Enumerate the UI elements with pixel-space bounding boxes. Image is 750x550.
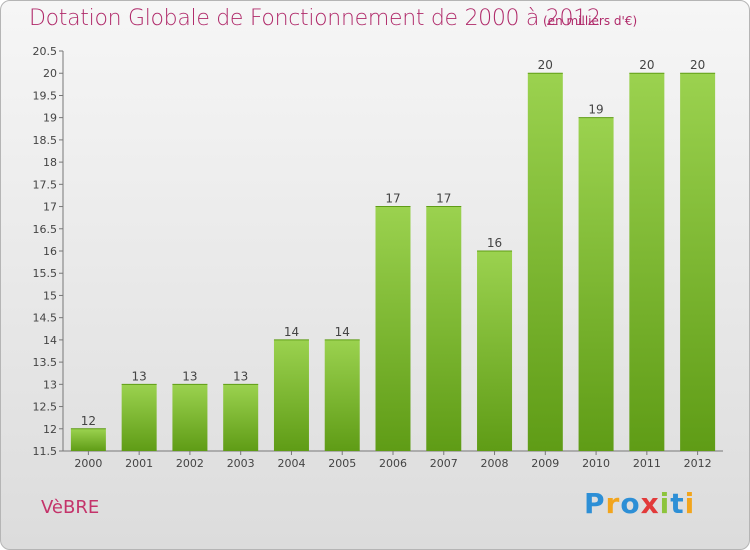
y-tick-label: 18 [43, 156, 57, 169]
x-tick-label: 2002 [176, 457, 204, 470]
y-tick-label: 20.5 [33, 45, 58, 58]
x-tick-label: 2004 [277, 457, 305, 470]
x-tick-label: 2007 [430, 457, 458, 470]
y-tick-label: 19 [43, 112, 57, 125]
y-tick-label: 18.5 [33, 134, 58, 147]
y-tick-label: 15.5 [33, 267, 58, 280]
x-tick-label: 2000 [74, 457, 102, 470]
chart-title: Dotation Globale de Fonctionnement de 20… [29, 6, 601, 31]
y-tick-label: 17.5 [33, 178, 58, 191]
commune-name: VèBRE [41, 497, 100, 518]
x-tick-label: 2003 [227, 457, 255, 470]
bar-value-label: 13 [182, 369, 197, 383]
x-tick-label: 2009 [531, 457, 559, 470]
bar-2005 [324, 339, 360, 451]
y-tick-label: 13 [43, 378, 57, 391]
x-tick-label: 2001 [125, 457, 153, 470]
bar-2012 [680, 73, 716, 451]
bar-2000 [70, 428, 106, 451]
y-tick-label: 13.5 [33, 356, 58, 369]
bar-value-label: 16 [487, 236, 502, 250]
y-tick-label: 11.5 [33, 445, 58, 458]
y-tick-label: 16.5 [33, 223, 58, 236]
x-tick-label: 2006 [379, 457, 407, 470]
bar-value-label: 13 [132, 369, 147, 383]
y-tick-label: 14.5 [33, 312, 58, 325]
bar-value-label: 14 [284, 325, 299, 339]
bar-value-label: 17 [436, 192, 451, 206]
bar-2001 [121, 384, 157, 451]
bar-2003 [223, 384, 259, 451]
bar-2004 [273, 339, 309, 451]
bar-2002 [172, 384, 208, 451]
y-tick-label: 19.5 [33, 89, 58, 102]
x-tick-label: 2005 [328, 457, 356, 470]
bar-value-label: 20 [690, 58, 705, 72]
bar-2007 [426, 206, 462, 451]
bar-value-label: 20 [538, 58, 553, 72]
x-tick-label: 2012 [684, 457, 712, 470]
chart-unit: (en milliers d'€) [543, 14, 638, 28]
bar-value-label: 12 [81, 414, 96, 428]
bar-value-label: 17 [385, 192, 400, 206]
x-tick-label: 2008 [481, 457, 509, 470]
bar-2006 [375, 206, 411, 451]
bar-2011 [629, 73, 665, 451]
proxiti-logo: Proxiti [584, 487, 696, 520]
bar-2010 [578, 117, 614, 452]
y-tick-label: 12.5 [33, 401, 58, 414]
bar-value-label: 13 [233, 369, 248, 383]
x-tick-label: 2011 [633, 457, 661, 470]
y-tick-label: 14 [43, 334, 57, 347]
bar-2008 [477, 251, 513, 451]
y-tick-label: 16 [43, 245, 57, 258]
bar-value-label: 20 [639, 58, 654, 72]
y-tick-label: 20 [43, 67, 57, 80]
y-tick-label: 12 [43, 423, 57, 436]
bar-value-label: 14 [335, 325, 350, 339]
bar-2009 [527, 73, 563, 451]
y-tick-label: 15 [43, 289, 57, 302]
y-tick-label: 17 [43, 201, 57, 214]
bar-value-label: 19 [588, 103, 603, 117]
x-tick-label: 2010 [582, 457, 610, 470]
